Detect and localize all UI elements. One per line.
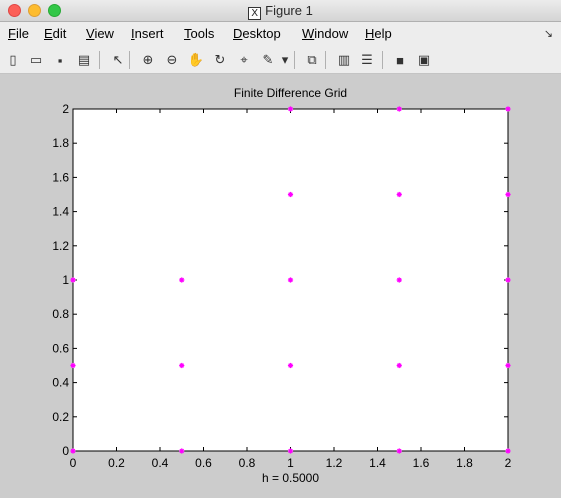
print-icon[interactable]: ▤ — [77, 52, 91, 67]
window-title-text: Figure 1 — [265, 3, 313, 18]
data-point — [287, 448, 294, 454]
y-tick-label: 1.8 — [52, 136, 69, 150]
menu-window[interactable]: Window — [302, 26, 349, 41]
select-arrow-icon[interactable]: ↖ — [112, 52, 124, 67]
close-window-button[interactable] — [8, 4, 21, 17]
window-title: X Figure 1 — [0, 3, 561, 20]
y-tick-label: 0 — [62, 444, 69, 458]
menu-desktop[interactable]: Desktop — [233, 26, 281, 41]
pan-hand-icon[interactable]: ✋ — [187, 52, 205, 67]
brush-dropdown-icon[interactable]: ▾ — [281, 52, 289, 67]
menu-edit[interactable]: Edit — [44, 26, 67, 41]
y-tick-label: 1.6 — [52, 170, 69, 184]
new-figure-icon[interactable]: ▯ — [9, 52, 17, 67]
y-tick-label: 0.4 — [52, 376, 69, 390]
y-tick-label: 1.4 — [52, 205, 69, 219]
data-point — [505, 191, 511, 198]
x-tick-label: 2 — [505, 456, 512, 470]
y-tick-label: 1.2 — [52, 239, 69, 253]
x11-logo-icon: X — [248, 7, 262, 20]
y-tick-label: 1 — [62, 273, 69, 287]
rotate-3d-icon[interactable]: ↻ — [214, 52, 226, 67]
toolbar-separator — [382, 51, 383, 69]
data-point — [179, 448, 185, 454]
x-tick-label: 1.2 — [326, 456, 343, 470]
x-tick-label: 0.2 — [108, 456, 125, 470]
minimize-window-button[interactable] — [28, 4, 41, 17]
axis-ticks: 0 0.2 0.4 0.6 0.8 1 1.2 1.4 1.6 1.8 2 0 0.2 0.4 0.6 0.8… — [52, 102, 511, 470]
data-cursor-icon[interactable]: ⌖ — [240, 52, 248, 67]
data-point — [70, 362, 76, 369]
y-tick-label: 2 — [62, 102, 69, 116]
x-tick-label: 1.8 — [456, 456, 473, 470]
data-point — [70, 277, 76, 283]
toolbar-separator — [129, 51, 130, 69]
zoom-in-icon[interactable]: ⊕ — [142, 52, 154, 67]
data-point — [505, 362, 511, 369]
data-point — [396, 191, 402, 198]
data-point — [287, 277, 294, 283]
legend-icon[interactable]: ☰ — [361, 52, 373, 67]
data-point — [396, 106, 402, 112]
plot-svg: Finite Difference Grid h = 0.5000 0 0.2 0.… — [52, 86, 511, 485]
menu-insert[interactable]: Insert — [131, 26, 164, 41]
data-point — [287, 191, 294, 198]
data-point — [505, 448, 511, 454]
title-bar: X Figure 1 — [0, 0, 561, 22]
data-point — [396, 448, 402, 454]
x-tick-label: 1.6 — [413, 456, 430, 470]
dock-arrow-icon[interactable]: ↘ — [543, 28, 553, 40]
toolbar-separator — [99, 51, 100, 69]
hide-plot-tools-icon[interactable]: ■ — [396, 52, 404, 68]
menu-bar: ↘ File Edit View Insert Tools Desktop Window He… — [0, 22, 561, 46]
data-point — [179, 277, 185, 283]
figure-canvas: Finite Difference Grid h = 0.5000 0 0.2 0.… — [0, 75, 561, 498]
y-tick-label: 0.2 — [52, 410, 69, 424]
maximize-window-button[interactable] — [48, 4, 61, 17]
chart-title: Finite Difference Grid — [234, 86, 347, 100]
menu-tools[interactable]: Tools — [184, 26, 215, 41]
save-icon[interactable]: ▪ — [57, 52, 63, 68]
figure-toolbar: ▯ ▭ ▪ ▤ ↖ ⊕ ⊖ ✋ ↻ ⌖ ✎ ▾ ⧉ ▥ ☰ ■ ▣ — [0, 46, 561, 74]
data-point — [287, 106, 294, 112]
link-plot-icon[interactable]: ⧉ — [307, 52, 317, 67]
data-point — [396, 362, 402, 369]
x-tick-label: 0.8 — [239, 456, 256, 470]
menu-file[interactable]: File — [8, 26, 29, 41]
open-file-icon[interactable]: ▭ — [29, 52, 43, 67]
brush-icon[interactable]: ✎ — [262, 52, 274, 67]
y-tick-label: 0.6 — [52, 341, 69, 355]
y-tick-label: 0.8 — [52, 307, 69, 321]
x-tick-label: 1 — [287, 456, 294, 470]
colorbar-icon[interactable]: ▥ — [337, 52, 351, 67]
data-point — [396, 277, 402, 283]
x-axis-label: h = 0.5000 — [262, 471, 319, 485]
x-tick-label: 0 — [70, 456, 77, 470]
data-point — [70, 448, 76, 454]
menu-help[interactable]: Help — [365, 26, 392, 41]
data-point — [287, 362, 294, 369]
zoom-out-icon[interactable]: ⊖ — [166, 52, 178, 67]
data-point — [179, 362, 185, 369]
menu-view[interactable]: View — [86, 26, 114, 41]
data-points — [70, 106, 511, 454]
x-tick-label: 0.6 — [195, 456, 212, 470]
x-tick-label: 1.4 — [369, 456, 386, 470]
data-point — [505, 106, 511, 112]
toolbar-separator — [294, 51, 295, 69]
x-tick-label: 0.4 — [152, 456, 169, 470]
toolbar-separator — [325, 51, 326, 69]
show-plot-tools-icon[interactable]: ▣ — [417, 52, 431, 67]
data-point — [505, 277, 511, 283]
